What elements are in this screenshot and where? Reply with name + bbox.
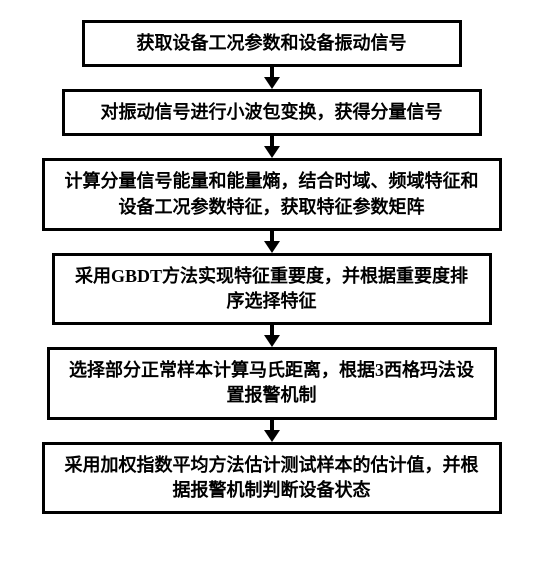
- flow-arrow-2: [262, 136, 282, 158]
- flow-step-3: 计算分量信号能量和能量熵，结合时域、频域特征和设备工况参数特征，获取特征参数矩阵: [42, 158, 502, 230]
- flow-arrow-1: [262, 67, 282, 89]
- flow-arrow-4: [262, 325, 282, 347]
- flow-step-6: 采用加权指数平均方法估计测试样本的估计值，并根据报警机制判断设备状态: [42, 442, 502, 514]
- flow-step-5: 选择部分正常样本计算马氏距离，根据3西格玛法设置报警机制: [47, 347, 497, 419]
- flow-arrow-3: [262, 231, 282, 253]
- flow-step-4: 采用GBDT方法实现特征重要度，并根据重要度排序选择特征: [52, 253, 492, 325]
- flowchart-container: 获取设备工况参数和设备振动信号对振动信号进行小波包变换，获得分量信号计算分量信号…: [42, 20, 502, 514]
- flow-step-2: 对振动信号进行小波包变换，获得分量信号: [62, 89, 482, 136]
- flow-arrow-5: [262, 420, 282, 442]
- flow-step-1: 获取设备工况参数和设备振动信号: [82, 20, 462, 67]
